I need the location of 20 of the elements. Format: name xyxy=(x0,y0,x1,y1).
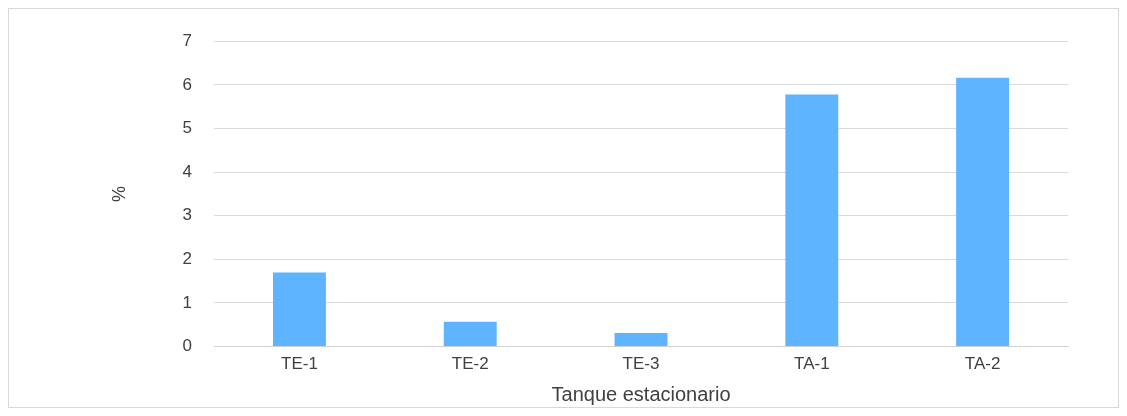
bar xyxy=(614,333,668,347)
x-tick-label: TE-1 xyxy=(281,354,318,374)
y-tick-label: 3 xyxy=(182,205,193,225)
x-tick-label: TA-2 xyxy=(964,354,1001,374)
y-tick-label: 1 xyxy=(182,292,193,312)
y-axis-title: % xyxy=(108,185,129,202)
y-tick-label: 0 xyxy=(182,336,193,356)
bar xyxy=(443,321,497,347)
x-tick-label: TE-2 xyxy=(451,354,489,374)
bar xyxy=(956,77,1010,347)
y-tick-label: 2 xyxy=(182,249,193,269)
y-tick-label: 4 xyxy=(182,161,193,181)
y-tick-label: 7 xyxy=(182,30,193,50)
y-tick-label: 6 xyxy=(182,74,193,94)
bar xyxy=(785,94,839,347)
y-tick-label: 5 xyxy=(182,118,193,138)
bar xyxy=(272,272,326,347)
x-tick-label: TA-1 xyxy=(794,354,830,374)
x-tick-label: TE-3 xyxy=(622,354,660,374)
x-axis-title: Tanque estacionario xyxy=(551,382,731,405)
